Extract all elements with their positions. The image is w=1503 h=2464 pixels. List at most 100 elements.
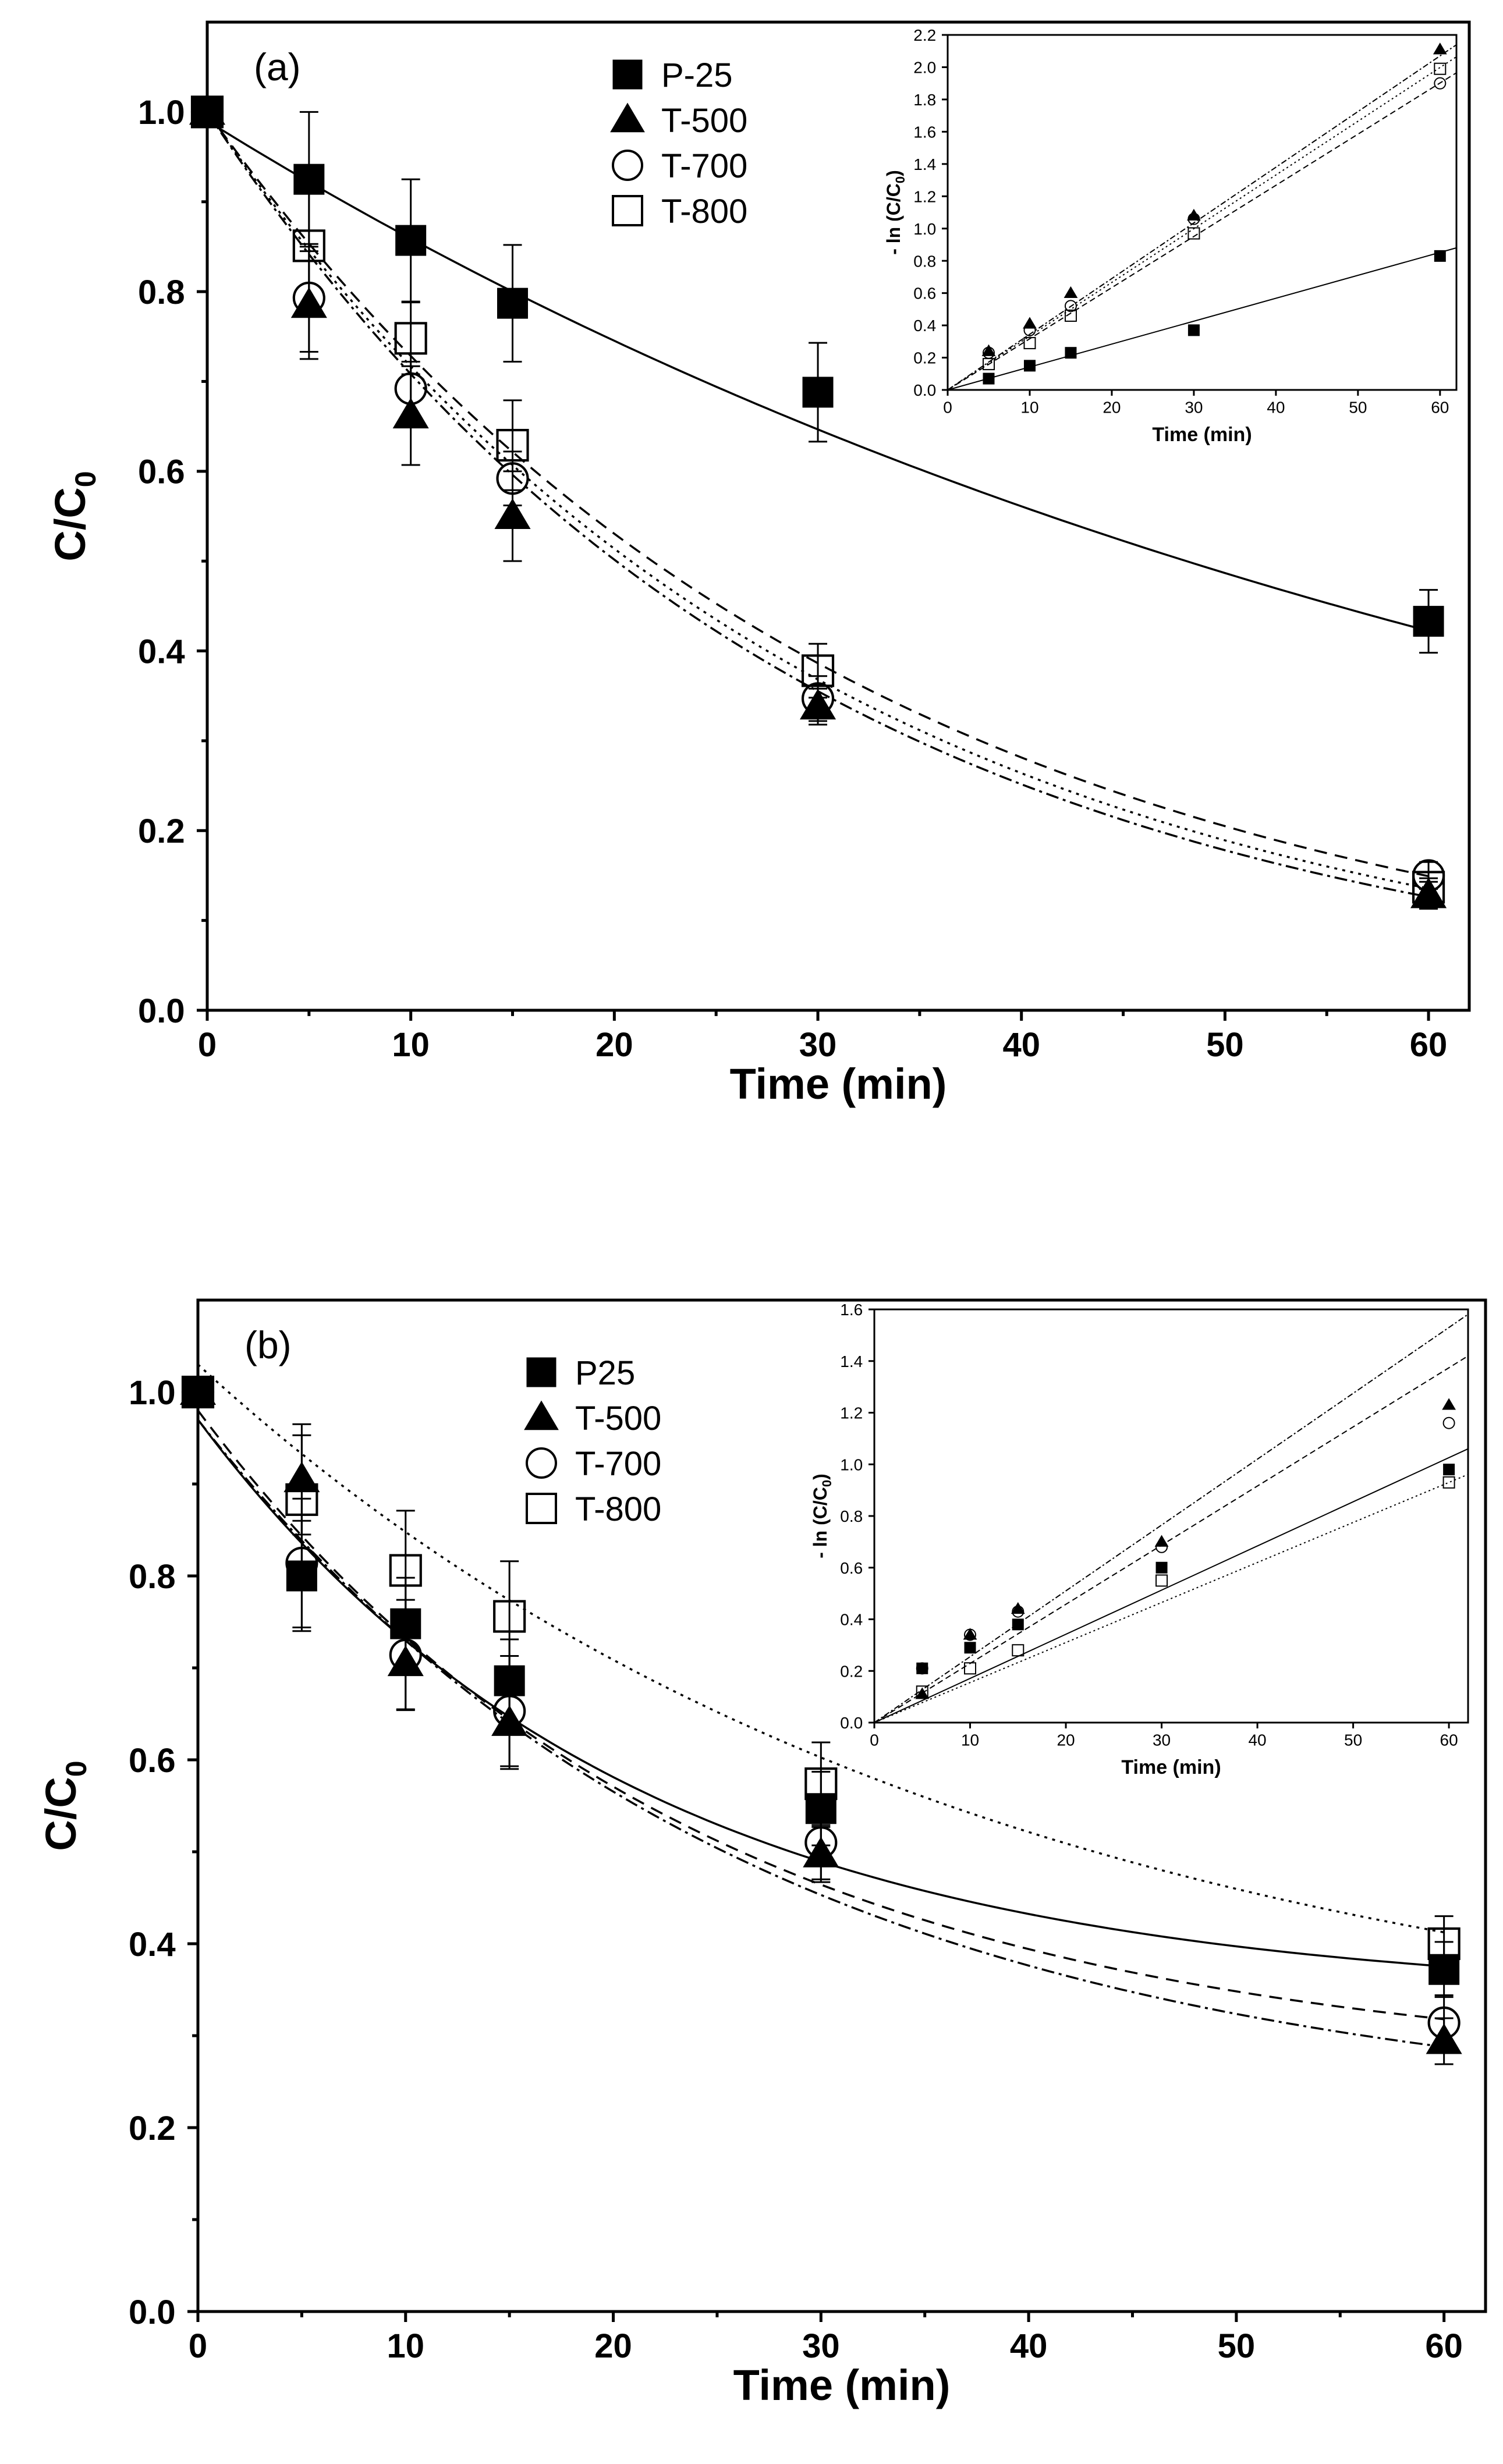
legend-marker-p-25	[612, 59, 643, 90]
marker-t-500	[1410, 877, 1447, 908]
inset-fit-line-p25	[874, 1448, 1469, 1723]
inset-marker-t-800	[1434, 62, 1447, 75]
y-tick-label: 0.6	[129, 1742, 176, 1780]
y-axis-title: C/C0	[37, 1760, 93, 1851]
inset-x-tick-label: 0	[870, 1731, 879, 1749]
inset-marker-t-700	[1442, 1416, 1455, 1429]
marker-p25	[286, 1560, 317, 1592]
inset-y-tick-label: 0.6	[840, 1559, 863, 1577]
inset-marker-p-25	[983, 372, 995, 385]
marker-t-500	[803, 1837, 839, 1867]
inset-marker-t-500	[963, 1628, 977, 1640]
marker-t-500	[179, 1374, 217, 1405]
y-tick-label: 0.8	[138, 274, 185, 311]
inset-marker-t-800	[916, 1685, 928, 1698]
legend-label: T-500	[661, 102, 747, 140]
y-tick-label: 0.0	[129, 2293, 176, 2331]
marker-t-500	[491, 1705, 528, 1736]
inset-x-tick-label: 20	[1057, 1731, 1075, 1749]
inset-marker-t-700	[1023, 324, 1036, 336]
y-tick-label: 0.4	[138, 633, 185, 670]
x-tick-label: 0	[189, 2327, 207, 2365]
x-tick-label: 10	[392, 1026, 430, 1064]
x-axis-title: Time (min)	[733, 2361, 951, 2409]
marker-t-700	[801, 682, 835, 715]
x-tick-label: 10	[387, 2327, 425, 2365]
x-tick-label: 20	[594, 2327, 632, 2365]
inset-y-tick-label: 0.4	[913, 317, 936, 335]
plot-frame	[196, 1298, 1487, 2313]
inset-marker-t-700	[1012, 1605, 1025, 1618]
inset-x-tick-label: 30	[1153, 1731, 1171, 1749]
marker-t-800	[804, 1767, 838, 1801]
marker-t-700	[1427, 2006, 1461, 2039]
x-tick-label: 30	[799, 1026, 837, 1064]
inset-y-tick-label: 0.0	[840, 1714, 863, 1732]
marker-t-800	[389, 1554, 422, 1587]
inset-x-tick-label: 30	[1185, 398, 1203, 416]
marker-p-25	[802, 377, 834, 408]
panel-a-chart: 0 10 20 30 40 50 60 0.0 0.2 0.4 0.6 0.8 1.0 Time (min…	[46, 20, 1471, 1108]
inset-x-tick-label: 10	[1020, 398, 1038, 416]
inset-y-tick-label: 0.8	[913, 252, 936, 270]
legend-label: T-800	[575, 1490, 661, 1528]
inset-plot-frame	[947, 34, 1458, 391]
marker-p-25	[293, 164, 325, 195]
y-tick-label: 0.2	[138, 812, 185, 850]
inset-y-tick-label: 0.8	[840, 1507, 863, 1525]
inset-marker-p-25	[1187, 324, 1200, 336]
x-tick-label: 20	[595, 1026, 633, 1064]
inset-y-tick-label: 0.4	[840, 1611, 863, 1629]
marker-t-800	[493, 1600, 526, 1633]
inset-marker-t-500	[1064, 286, 1078, 299]
inset-marker-t-700	[1434, 77, 1447, 90]
inset-fit-line-t-700	[874, 1355, 1469, 1723]
inset-x-axis-title: Time (min)	[1152, 424, 1252, 446]
legend-marker-t-700	[526, 1447, 557, 1479]
inset-y-tick-label: 1.4	[840, 1352, 863, 1371]
fit-curve-t-700	[197, 1409, 1444, 2021]
legend-marker-t-500	[524, 1400, 559, 1430]
inset-marker-t-700	[1064, 300, 1077, 313]
marker-t-700	[292, 281, 325, 314]
inset-y-tick-label: 1.4	[913, 155, 936, 173]
inset-marker-p-25	[1065, 347, 1077, 359]
inset-y-title-main: - ln (C/C	[810, 1487, 831, 1558]
panel-b-chart: 0 10 20 30 40 50 60 0.0 0.2 0.4 0.6 0.8 1.0 Time (min…	[37, 1298, 1487, 2409]
marker-t-800	[285, 1483, 318, 1516]
x-tick-label: 30	[802, 2327, 840, 2365]
marker-t-700	[493, 1695, 526, 1728]
inset-marker-t-700	[916, 1662, 928, 1675]
inset-marker-p-25	[1434, 250, 1446, 262]
inset-marker-p25	[964, 1642, 976, 1654]
y-axis-title-main: C/C	[46, 487, 94, 561]
legend-marker-t-700	[612, 150, 643, 181]
inset-marker-t-500	[1433, 42, 1447, 55]
inset-marker-t-800	[1012, 1644, 1025, 1657]
marker-t-700	[394, 372, 427, 405]
marker-t-800	[181, 1375, 215, 1409]
inset-marker-p25	[1155, 1561, 1168, 1574]
y-tick-label: 0.2	[129, 2110, 176, 2147]
y-axis-title-subscript: 0	[69, 471, 102, 487]
inset-fit-line-t-500	[947, 44, 1457, 390]
marker-t-800	[190, 95, 224, 129]
inset-x-tick-label: 0	[943, 398, 952, 416]
y-tick-label: 0.4	[129, 1926, 176, 1964]
marker-t-500	[189, 94, 226, 125]
inset-chart: 0 10 20 30 40 50 60 0.0 0.2 0.4 0.6 0.8 1.0 1.2 1.4 1.6…	[810, 1301, 1469, 1778]
inset-x-tick-label: 20	[1103, 398, 1121, 416]
legend-marker-t-500	[610, 102, 645, 133]
inset-x-tick-label: 50	[1344, 1731, 1362, 1749]
inset-y-tick-label: 1.0	[913, 220, 936, 238]
marker-t-700	[804, 1826, 838, 1859]
y-tick-label: 0.0	[138, 992, 185, 1030]
inset-y-title-close: )	[810, 1474, 831, 1480]
marker-t-800	[394, 322, 427, 355]
y-axis-title-group: C/C0	[46, 471, 102, 561]
inset-y-tick-label: 1.8	[913, 91, 936, 109]
inset-y-tick-label: 1.2	[840, 1404, 863, 1422]
inset-chart: 0 10 20 30 40 50 60 0.0 0.2 0.4 0.6 0.8 1.0 1.2 1.4 1.6…	[883, 26, 1458, 446]
legend-label: T-700	[575, 1445, 661, 1483]
inset-marker-p-25	[1023, 360, 1036, 372]
